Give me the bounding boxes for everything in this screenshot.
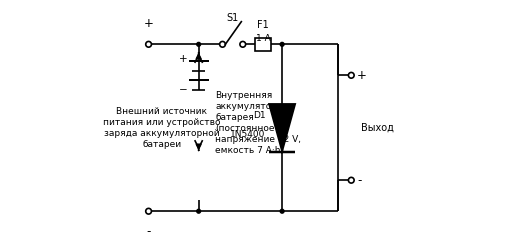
Text: −: −: [179, 85, 188, 95]
Text: -: -: [357, 174, 361, 187]
Text: +: +: [357, 69, 367, 82]
Circle shape: [197, 42, 201, 46]
Text: Внешний источник
питания или устройство
заряда аккумуляторной
батареи: Внешний источник питания или устройство …: [103, 107, 221, 149]
Text: F1: F1: [257, 20, 269, 30]
Text: Выход: Выход: [361, 123, 393, 133]
Text: +: +: [143, 17, 154, 30]
Circle shape: [197, 209, 201, 213]
Circle shape: [280, 42, 284, 46]
Text: +: +: [179, 54, 188, 64]
Circle shape: [280, 209, 284, 213]
Polygon shape: [269, 104, 295, 152]
Text: 1 A: 1 A: [256, 34, 270, 43]
Text: S1: S1: [227, 13, 239, 23]
Text: 1N5400: 1N5400: [230, 130, 266, 139]
Text: Внутренняя
аккумуляторная
батарея
(постоянное
напряжение 12 V,
емкость 7 А·h): Внутренняя аккумуляторная батарея (посто…: [215, 91, 301, 155]
FancyBboxPatch shape: [255, 38, 271, 51]
Text: -: -: [147, 226, 151, 239]
Text: D1: D1: [253, 111, 266, 120]
